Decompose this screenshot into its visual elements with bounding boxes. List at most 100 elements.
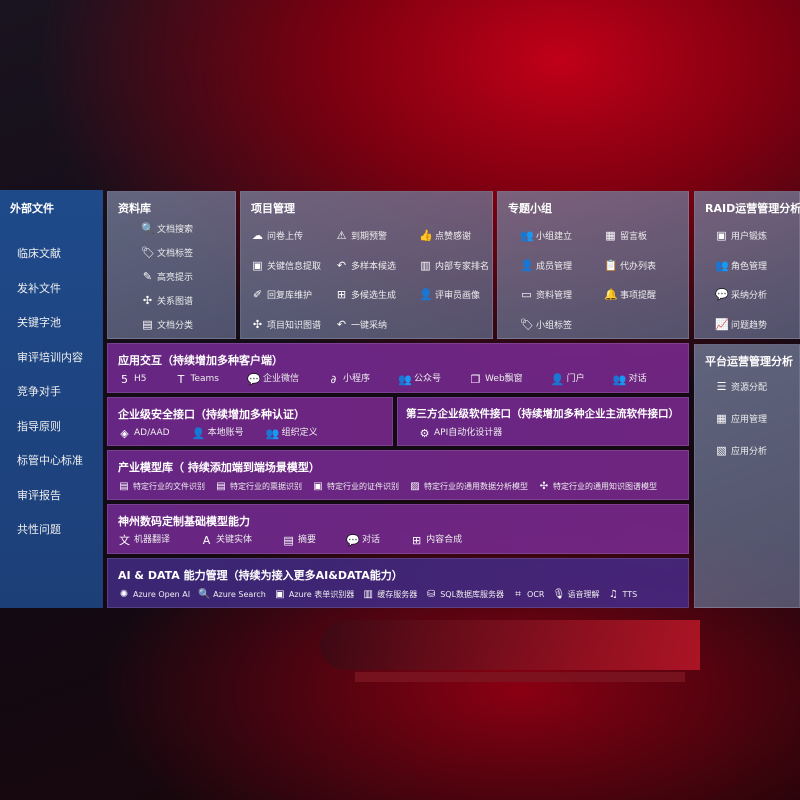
clipboard-icon: 📋 (604, 258, 618, 272)
sidebar-item[interactable]: 标管中心标准 (17, 454, 83, 467)
menu-item-puzzle[interactable]: ⊞ 多候选生成 (335, 288, 396, 301)
menu-item-wechat[interactable]: 💬 企业微信 (247, 373, 299, 386)
menu-item-label: 一键采纳 (351, 320, 388, 331)
menu-item-cache-server[interactable]: ▥ 缓存服务器 (362, 588, 417, 601)
menu-item-doc-search[interactable]: 🔍 文档搜索 (141, 222, 193, 235)
sidebar-item[interactable]: 发补文件 (17, 281, 61, 295)
sidebar-item[interactable]: 竞争对手 (17, 385, 61, 398)
menu-item-network[interactable]: ✣ 特定行业的通用知识图谱模型 (538, 480, 657, 493)
menu-item-label: AD/AAD (134, 428, 170, 438)
menu-item-openai[interactable]: ✺ Azure Open AI (118, 588, 190, 601)
menu-item-reply[interactable]: ↶ 一键采纳 (335, 318, 387, 331)
menu-item-upload-cloud[interactable]: ☁ 问卷上传 (251, 229, 303, 242)
thumbs-up-icon: 👍 (419, 229, 433, 242)
menu-item-label: 应用管理 (731, 415, 768, 425)
menu-item-api-gear[interactable]: ⚙ API自动化设计器 (418, 427, 503, 440)
menu-item-apps[interactable]: ▦ 应用管理 (715, 412, 767, 425)
menu-item-label: Azure 表单识别器 (288, 590, 355, 599)
list-icon: ☰ (716, 380, 727, 393)
menu-item-entity[interactable]: A 关键实体 (200, 534, 252, 547)
menu-item-tts[interactable]: ♫ TTS (608, 588, 637, 601)
decorative-shape (320, 620, 700, 670)
menu-item-label: 对话 (628, 374, 647, 384)
menu-item-knowledge-graph[interactable]: ✣ 项目知识图谱 (251, 318, 321, 331)
item-row: ⚙ API自动化设计器 (418, 427, 678, 440)
panel-title: 项目管理 (251, 202, 295, 215)
menu-item-html5[interactable]: 5 H5 (118, 373, 147, 386)
menu-item-label: 本地账号 (207, 428, 244, 438)
menu-item-form-recognizer[interactable]: ▣ Azure 表单识别器 (274, 588, 354, 601)
menu-item-speech[interactable]: 🎙 语音理解 (553, 588, 600, 601)
sidebar-item[interactable]: 审评报告 (17, 488, 61, 502)
menu-item-add-member[interactable]: 👤 成员管理 (520, 259, 572, 272)
menu-item-bbs[interactable]: ▦ 留言板 (604, 229, 647, 242)
menu-item-summary[interactable]: ▤ 摘要 (282, 534, 316, 547)
menu-item-label: 内容合成 (426, 535, 463, 545)
menu-item-ocr[interactable]: ⌗ OCR (512, 588, 544, 601)
menu-item-ad[interactable]: ◈ AD/AAD (118, 427, 170, 440)
menu-item-org[interactable]: 👥 组织定义 (266, 427, 318, 440)
menu-item-label: 角色管理 (731, 261, 768, 272)
menu-item-label: 关键实体 (216, 535, 253, 545)
menu-item-local-account[interactable]: 👤 本地账号 (192, 427, 244, 440)
sidebar-item[interactable]: 临床文献 (17, 247, 61, 260)
menu-item-edit[interactable]: ✐ 回复库维护 (251, 288, 312, 301)
menu-item-search-doc[interactable]: 🔍 Azure Search (198, 588, 266, 601)
speech-icon: 🎙 (552, 589, 566, 600)
menu-item-receipt[interactable]: ▤ 特定行业的票据识别 (215, 480, 302, 493)
menu-item-window[interactable]: ❐ Web飘窗 (469, 373, 523, 386)
sidebar-item[interactable]: 审评培训内容 (17, 350, 83, 364)
analytics-icon: ▧ (716, 444, 727, 457)
menu-item-portal[interactable]: 👤 门户 (551, 373, 585, 386)
cache-server-icon: ▥ (363, 589, 373, 600)
menu-item-group[interactable]: 👥 小组建立 (520, 229, 572, 242)
menu-item-doc-stack[interactable]: ▤ 文档分类 (141, 318, 193, 331)
menu-item-translate[interactable]: 文机器翻译 (118, 534, 170, 547)
menu-item-graph[interactable]: ✣ 关系图谱 (141, 294, 193, 307)
menu-item-trend[interactable]: 📈 问题趋势 (715, 318, 767, 331)
menu-item-label: 代办列表 (620, 261, 657, 272)
menu-item-reply[interactable]: ↶ 多样本候选 (335, 259, 396, 272)
panel-foundation-models: 神州数码定制基础模型能力文机器翻译 A 关键实体 ▤ 摘要 💬 对话 ⊞ 内容合成 (107, 504, 689, 554)
menu-item-pen[interactable]: ✎ 高亮提示 (141, 270, 193, 283)
menu-item-sql-db[interactable]: ⛁ SQL数据库服务器 (425, 588, 504, 601)
menu-item-compose[interactable]: ⊞ 内容合成 (410, 534, 462, 547)
menu-item-thumbs-up[interactable]: 👍 点赞感谢 (419, 229, 471, 242)
panel-title: AI & DATA 能力管理（持续为接入更多AI&DATA能力） (118, 569, 403, 582)
reply-icon: ↶ (336, 317, 347, 331)
menu-item-alarm[interactable]: ⚠ 到期预警 (335, 229, 387, 242)
apps-icon: ▦ (716, 412, 727, 425)
panel-title: RAID运营管理分析 (705, 202, 800, 215)
bell-icon: 🔔 (604, 288, 618, 301)
menu-item-users[interactable]: 👥 角色管理 (715, 259, 767, 272)
menu-item-user[interactable]: 👤 评审员画像 (419, 288, 480, 301)
menu-item-tag[interactable]: 🏷 小组标签 (520, 318, 572, 331)
menu-item-mini-program[interactable]: ∂ 小程序 (327, 373, 370, 386)
edit-icon: ✐ (252, 288, 263, 301)
menu-item-chat-users[interactable]: 👥 对话 (613, 373, 647, 386)
openai-icon: ✺ (119, 589, 129, 600)
menu-item-tag[interactable]: 🏷 文档标签 (141, 246, 193, 259)
menu-item-qa[interactable]: 💬 采纳分析 (715, 288, 767, 301)
menu-item-chat-bubble[interactable]: 💬 对话 (346, 534, 380, 547)
menu-item-file[interactable]: ▤ 特定行业的文件识别 (118, 480, 205, 493)
menu-item-analytics[interactable]: ▧ 应用分析 (715, 444, 767, 457)
sidebar-item[interactable]: 共性问题 (17, 523, 61, 536)
menu-item-bell[interactable]: 🔔 事项提醒 (604, 288, 656, 301)
tag-icon: 🏷 (520, 317, 534, 331)
menu-item-clipboard[interactable]: 📋 代办列表 (604, 259, 656, 272)
sidebar-item[interactable]: 指导原则 (17, 419, 61, 433)
sidebar-item[interactable]: 关键字池 (17, 316, 61, 329)
menu-item-id-card[interactable]: ▣ 用户锻炼 (715, 229, 767, 242)
menu-item-label: 小组建立 (536, 232, 573, 242)
menu-item-ranking[interactable]: ▥ 内部专家排名 (419, 259, 489, 272)
menu-item-official-account[interactable]: 👥 公众号 (398, 373, 441, 386)
menu-item-teams[interactable]: T Teams (175, 373, 219, 386)
menu-item-folder[interactable]: ▭ 资料管理 (520, 288, 572, 301)
menu-item-label: 关系图谱 (157, 297, 194, 307)
menu-item-id-card[interactable]: ▣ 特定行业的证件识别 (312, 480, 399, 493)
menu-item-chart[interactable]: ▨ 特定行业的通用数据分析模型 (409, 480, 528, 493)
menu-item-list[interactable]: ☰ 资源分配 (715, 380, 767, 393)
upload-cloud-icon: ☁ (252, 229, 263, 242)
menu-item-extract[interactable]: ▣ 关键信息提取 (251, 259, 321, 272)
